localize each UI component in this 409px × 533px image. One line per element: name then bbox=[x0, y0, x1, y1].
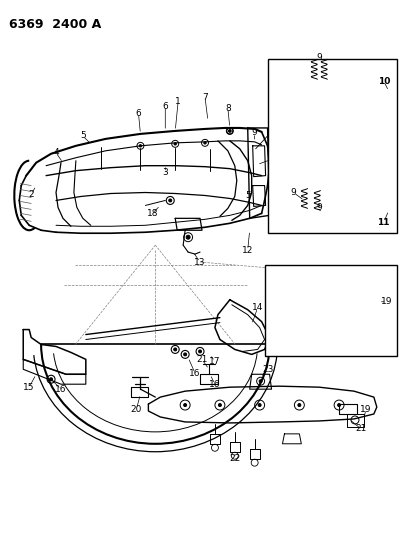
Text: 22: 22 bbox=[229, 454, 240, 463]
Text: 12: 12 bbox=[241, 246, 253, 255]
Text: 21: 21 bbox=[196, 355, 207, 364]
Circle shape bbox=[183, 353, 186, 356]
Circle shape bbox=[297, 403, 300, 407]
Circle shape bbox=[315, 299, 318, 302]
Text: 20: 20 bbox=[130, 405, 142, 414]
Text: 18: 18 bbox=[146, 209, 158, 218]
Circle shape bbox=[198, 350, 201, 353]
Circle shape bbox=[203, 142, 206, 144]
Text: 17: 17 bbox=[209, 357, 220, 366]
Text: 15: 15 bbox=[23, 383, 35, 392]
Text: 19: 19 bbox=[380, 297, 391, 306]
Circle shape bbox=[326, 61, 330, 66]
Circle shape bbox=[169, 199, 171, 202]
Circle shape bbox=[173, 348, 176, 351]
Text: 21: 21 bbox=[354, 424, 366, 433]
Circle shape bbox=[186, 235, 190, 239]
Circle shape bbox=[183, 403, 186, 407]
Circle shape bbox=[321, 211, 326, 214]
Text: 16: 16 bbox=[55, 385, 67, 394]
Text: 6: 6 bbox=[135, 109, 141, 118]
Text: 7: 7 bbox=[202, 93, 207, 102]
Text: 16: 16 bbox=[209, 379, 220, 389]
Text: 1: 1 bbox=[175, 96, 181, 106]
Circle shape bbox=[312, 211, 315, 214]
Text: 3: 3 bbox=[162, 168, 168, 177]
Text: 5: 5 bbox=[80, 132, 85, 140]
Circle shape bbox=[258, 379, 261, 383]
Text: 10: 10 bbox=[377, 77, 389, 86]
Text: 23: 23 bbox=[261, 365, 272, 374]
Circle shape bbox=[337, 403, 340, 407]
Text: 8: 8 bbox=[225, 103, 230, 112]
Circle shape bbox=[228, 130, 230, 132]
Text: 9: 9 bbox=[251, 128, 257, 138]
Circle shape bbox=[292, 299, 295, 302]
Text: 6369  2400 A: 6369 2400 A bbox=[9, 18, 101, 31]
Text: 13: 13 bbox=[194, 257, 205, 266]
Bar bbox=[264, 265, 396, 357]
Text: 9: 9 bbox=[290, 188, 296, 197]
Circle shape bbox=[49, 378, 52, 381]
Circle shape bbox=[312, 77, 315, 81]
Text: 14: 14 bbox=[252, 303, 263, 312]
Text: 9: 9 bbox=[316, 203, 321, 212]
Circle shape bbox=[258, 403, 261, 407]
Text: 5: 5 bbox=[244, 191, 250, 200]
Circle shape bbox=[321, 77, 326, 81]
Circle shape bbox=[380, 299, 382, 302]
Text: 19: 19 bbox=[359, 405, 371, 414]
Circle shape bbox=[228, 130, 230, 132]
Text: 4: 4 bbox=[53, 148, 58, 157]
Circle shape bbox=[339, 299, 342, 302]
Text: 9: 9 bbox=[316, 53, 321, 62]
Circle shape bbox=[218, 403, 221, 407]
Circle shape bbox=[173, 143, 176, 145]
Text: 11: 11 bbox=[377, 218, 389, 227]
Text: 6: 6 bbox=[162, 102, 168, 110]
Text: 2: 2 bbox=[28, 190, 34, 199]
Bar bbox=[267, 59, 396, 233]
Circle shape bbox=[362, 299, 364, 302]
Circle shape bbox=[139, 144, 141, 147]
Text: 16: 16 bbox=[189, 369, 200, 378]
